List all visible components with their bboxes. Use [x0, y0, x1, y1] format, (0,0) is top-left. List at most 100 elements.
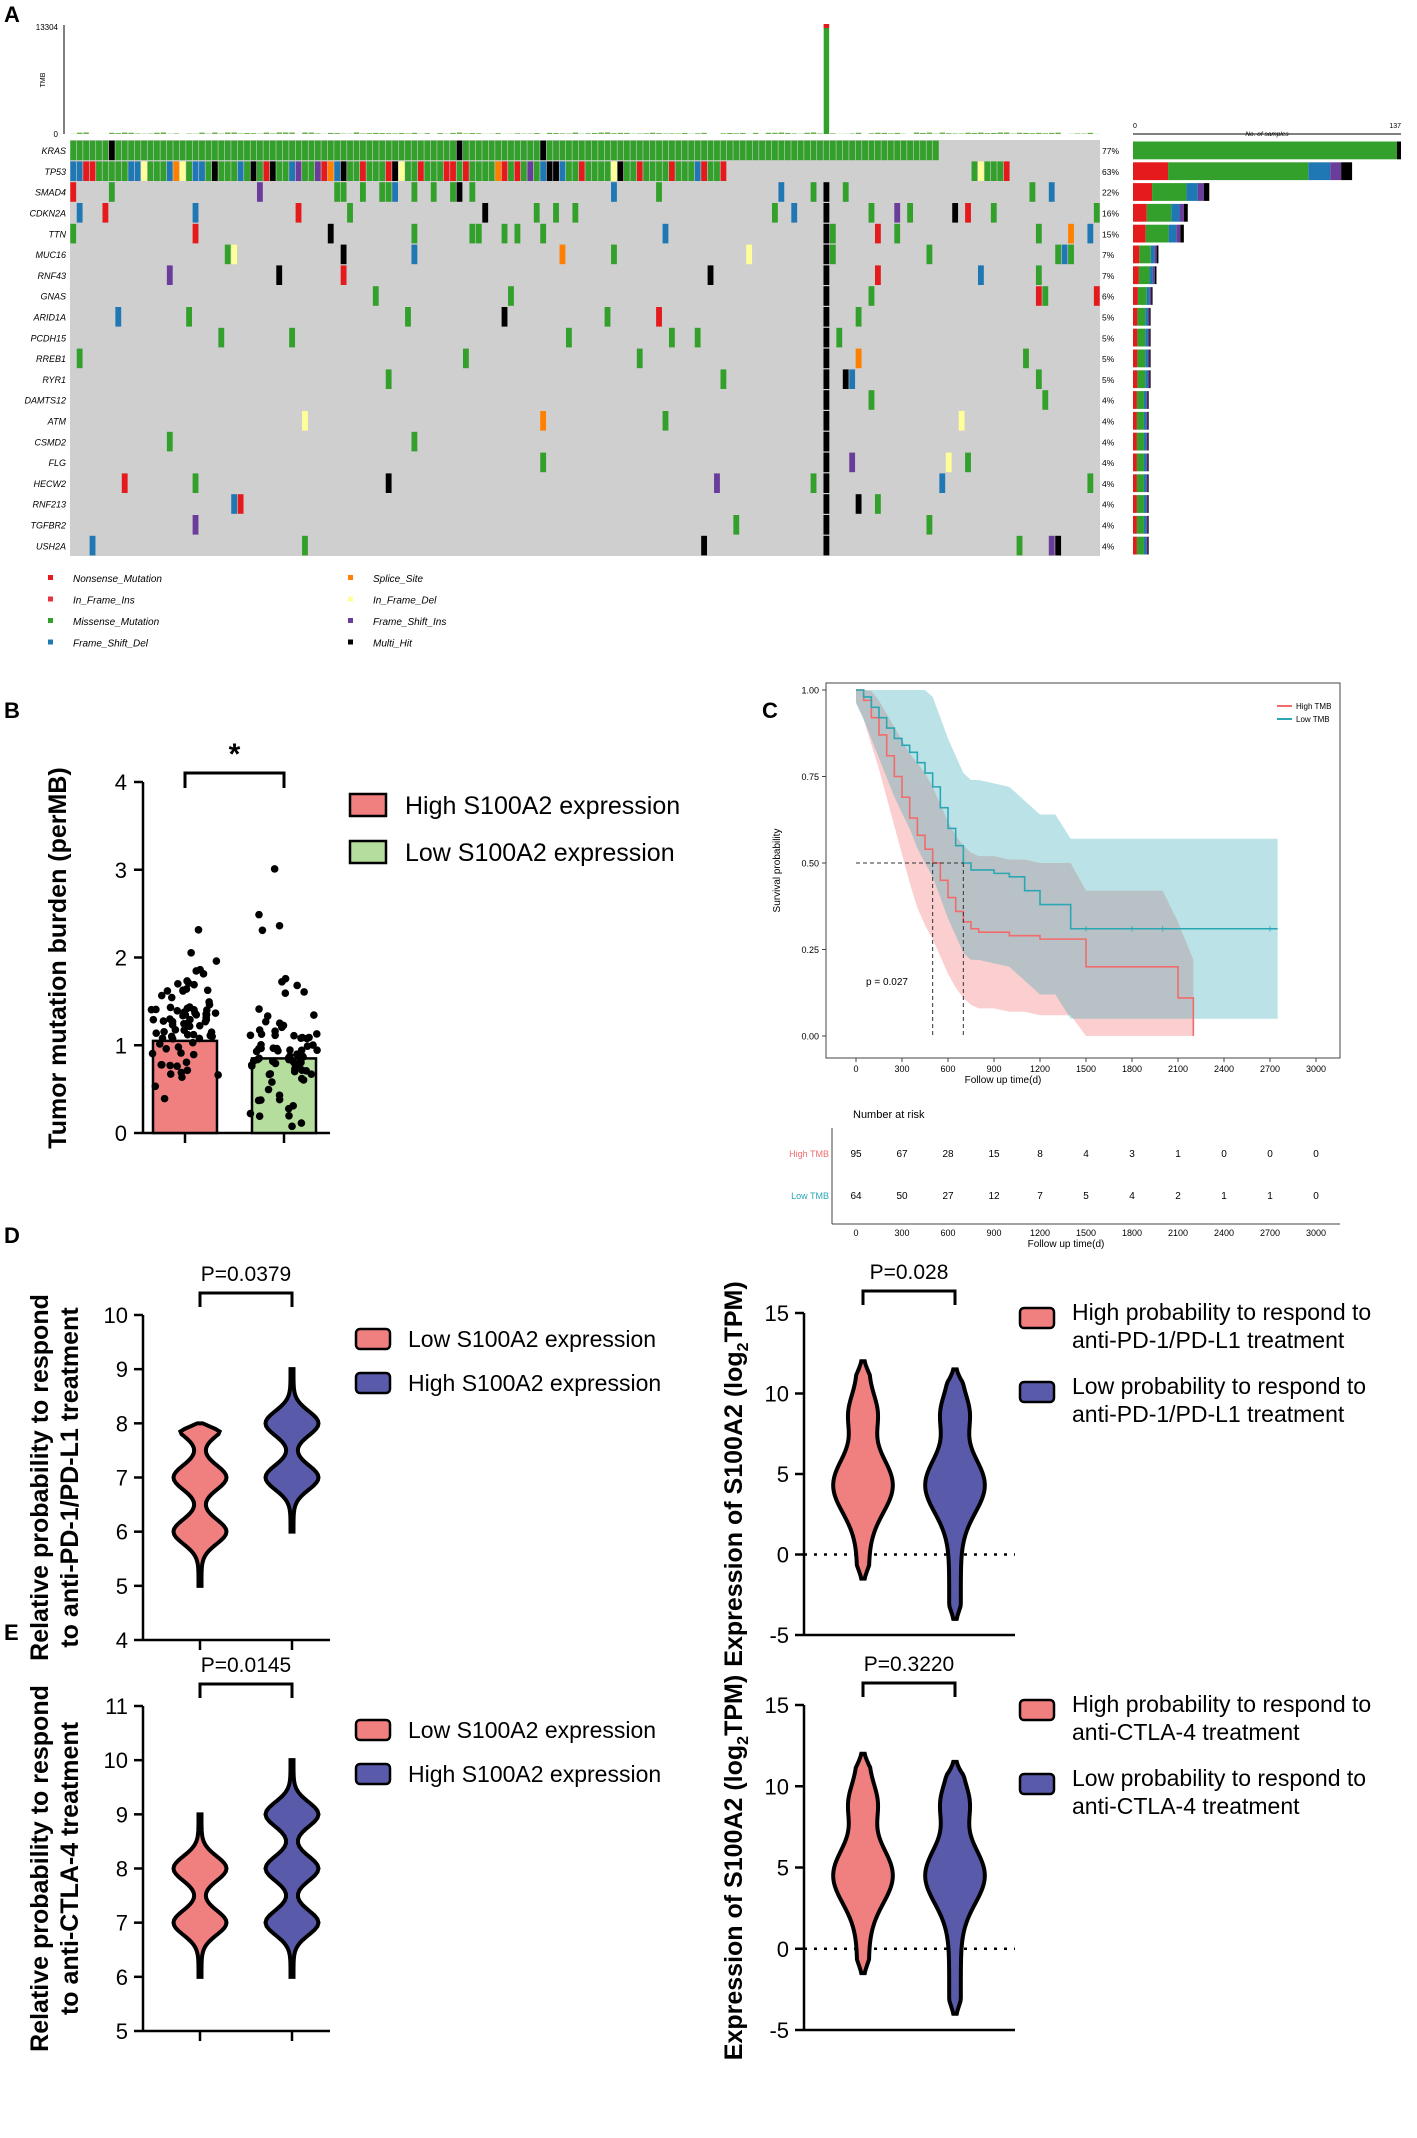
- oncoplot-cell: [482, 265, 489, 285]
- oncoplot-cell: [1029, 203, 1036, 223]
- oncoplot-cell: [656, 494, 662, 514]
- oncoplot-cell: [231, 411, 238, 431]
- oncoplot-cell: [952, 494, 959, 514]
- panelER-y-tick-label: 15: [765, 1693, 789, 1718]
- gene-count-bar-segment: [1133, 391, 1137, 409]
- oncoplot-cell: [1068, 411, 1074, 431]
- oncoplot-cell: [746, 515, 753, 535]
- oncoplot-cell: [308, 265, 315, 285]
- oncoplot-cell: [797, 473, 804, 493]
- oncoplot-cell: [1061, 473, 1068, 493]
- oncoplot-cell: [340, 203, 347, 223]
- oncoplot-cell: [417, 244, 424, 265]
- oncoplot-cell: [1048, 307, 1055, 327]
- panel-label-c: C: [762, 698, 778, 723]
- oncoplot-cell: [308, 307, 315, 327]
- oncoplot-cell: [887, 494, 894, 514]
- oncoplot-cell: [366, 161, 373, 181]
- oncoplot-cell: [134, 369, 141, 389]
- oncoplot-cell: [205, 161, 212, 181]
- oncoplot-cell: [70, 327, 77, 348]
- tmb-bar: [740, 132, 746, 134]
- oncoplot-cell: [668, 244, 675, 265]
- oncoplot-cell: [862, 140, 868, 161]
- oncoplot-cell: [147, 307, 154, 327]
- oncoplot-cell: [295, 348, 302, 369]
- gene-count-bar-segment: [1136, 432, 1144, 451]
- tmb-bar: [373, 132, 379, 134]
- oncoplot-cell: [945, 286, 952, 306]
- oncoplot-cell: [714, 494, 720, 514]
- b-data-point: [297, 1046, 306, 1055]
- oncoplot-cell: [334, 348, 341, 369]
- oncoplot-cell: [797, 161, 804, 181]
- oncoplot-cell: [874, 286, 881, 306]
- oncoplot-cell: [894, 452, 901, 473]
- oncoplot-cell: [1023, 411, 1029, 431]
- oncoplot-cell: [643, 494, 650, 514]
- oncoplot-cell: [353, 286, 360, 306]
- panelER-bracket: [861, 1681, 957, 1697]
- oncoplot-cell: [823, 515, 830, 535]
- oncoplot-cell: [186, 265, 193, 285]
- oncoplot-cell: [514, 307, 521, 327]
- oncoplot-cell: [1029, 390, 1036, 410]
- oncoplot-cell: [327, 223, 334, 244]
- oncoplot-cell: [327, 286, 334, 306]
- oncoplot-cell: [527, 348, 534, 369]
- oncoplot-cell: [282, 182, 289, 202]
- oncoplot-cell: [405, 431, 411, 452]
- oncoplot-cell: [720, 452, 727, 473]
- panelEL-bracket: [198, 1682, 294, 1698]
- c-confidence-band: [856, 690, 1194, 1036]
- oncoplot-cell: [256, 327, 263, 348]
- oncoplot-cell: [295, 265, 302, 285]
- oncoplot-cell: [874, 535, 881, 556]
- oncoplot-cell: [1035, 473, 1042, 493]
- oncoplot-cell: [656, 473, 662, 493]
- oncoplot-cell: [913, 244, 920, 265]
- b-data-point: [183, 1066, 192, 1075]
- oncoplot-cell: [250, 140, 257, 161]
- oncoplot-cell: [108, 307, 115, 327]
- oncoplot-cell: [205, 348, 212, 369]
- b-y-tick-label: 3: [115, 858, 127, 883]
- c-legend-label: High TMB: [1296, 702, 1331, 711]
- oncoplot-cell: [359, 431, 366, 452]
- oncoplot-cell: [443, 223, 450, 244]
- oncoplot-cell: [585, 473, 592, 493]
- oncoplot-cell: [887, 348, 894, 369]
- oncoplot-cell: [1035, 203, 1042, 223]
- oncoplot-cell: [372, 223, 379, 244]
- oncoplot-cell: [173, 307, 180, 327]
- oncoplot-cell: [269, 369, 276, 389]
- c-y-tick-label: 0.25: [801, 945, 819, 955]
- gene-count-bar-segment: [1149, 287, 1152, 305]
- oncoplot-cell: [1010, 535, 1017, 556]
- b-data-point: [182, 1058, 191, 1067]
- oncoplot-cell: [990, 535, 997, 556]
- oncoplot-cell: [250, 286, 257, 306]
- oncoplot-cell: [688, 411, 695, 431]
- oncoplot-cell: [565, 473, 572, 493]
- oncoplot-cell: [701, 327, 708, 348]
- oncoplot-cell: [675, 223, 682, 244]
- oncoplot-cell: [791, 223, 798, 244]
- oncoplot-cell: [540, 452, 547, 473]
- gene-count-bar-segment: [1147, 328, 1150, 347]
- oncoplot-cell: [495, 494, 502, 514]
- oncoplot-cell: [611, 411, 617, 431]
- oncoplot-cell: [977, 515, 984, 535]
- oncoplot-cell: [913, 494, 920, 514]
- oncoplot-cell: [456, 452, 463, 473]
- oncoplot-cell: [302, 223, 308, 244]
- oncoplot-cell: [327, 161, 334, 181]
- oncoplot-cell: [707, 140, 714, 161]
- oncoplot-cell: [501, 307, 508, 327]
- oncoplot-cell: [263, 473, 270, 493]
- oncoplot-cell: [1080, 161, 1087, 181]
- oncoplot-cell: [1016, 515, 1023, 535]
- oncoplot-cell: [192, 182, 199, 202]
